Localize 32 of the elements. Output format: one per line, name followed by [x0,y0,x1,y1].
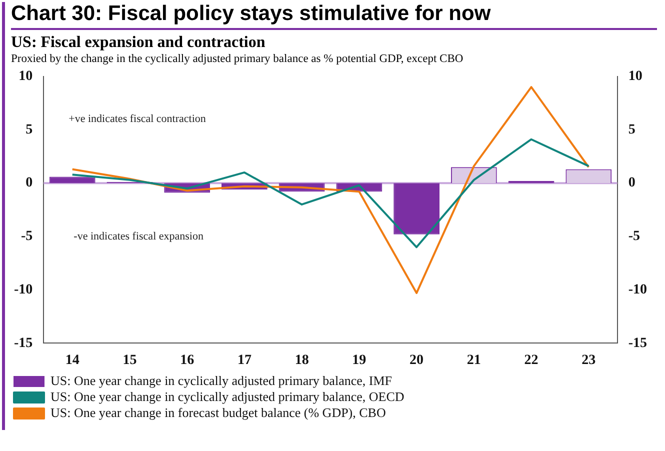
y-tick-label: 5 [26,122,33,138]
bar [49,176,96,184]
x-tick-label: 22 [524,353,538,368]
chart-subtitle: US: Fiscal expansion and contraction [11,28,657,52]
y-tick-label: -10 [14,282,33,298]
x-tick-label: 15 [122,353,137,368]
y2-tick-label: -15 [628,336,648,351]
y2-tick-label: 0 [628,176,636,191]
legend-label: US: One year change in cyclically adjusted primary balance, OECD [50,388,404,404]
bar [394,183,440,234]
y-tick-label: -15 [14,336,33,351]
y2-tick-label: 5 [628,122,636,138]
x-tick-label: 14 [65,353,80,368]
x-tick-label: 16 [180,353,194,368]
y-tick-label: 10 [18,69,33,84]
y-tick-label: -5 [20,229,33,244]
x-tick-label: 23 [582,353,596,368]
y2-tick-label: -10 [628,282,648,298]
legend-label: US: One year change in forecast budget balance (% GDP), CBO [50,404,386,420]
y2-tick-label: 10 [628,69,642,84]
x-tick-label: 17 [237,353,252,368]
y-tick-label: 0 [26,176,33,191]
x-tick-label: 20 [410,353,424,368]
annotation: -ve indicates fiscal expansion [74,230,204,242]
text: Proxied by the change in the cyclically adjusted primary balance as % potential GDP, except CBO [11,53,464,65]
y2-tick-label: -5 [628,229,640,244]
x-tick-label: 18 [294,353,309,368]
x-tick-label: 19 [352,353,366,368]
x-tick-label: 21 [466,353,481,368]
chart-title: Chart 30: Fiscal policy stays stimulative for now [11,2,492,26]
annotation: +ve indicates fiscal contraction [68,112,206,125]
legend-label: US: One year change in cyclically adjusted primary balance, IMF [50,372,392,388]
